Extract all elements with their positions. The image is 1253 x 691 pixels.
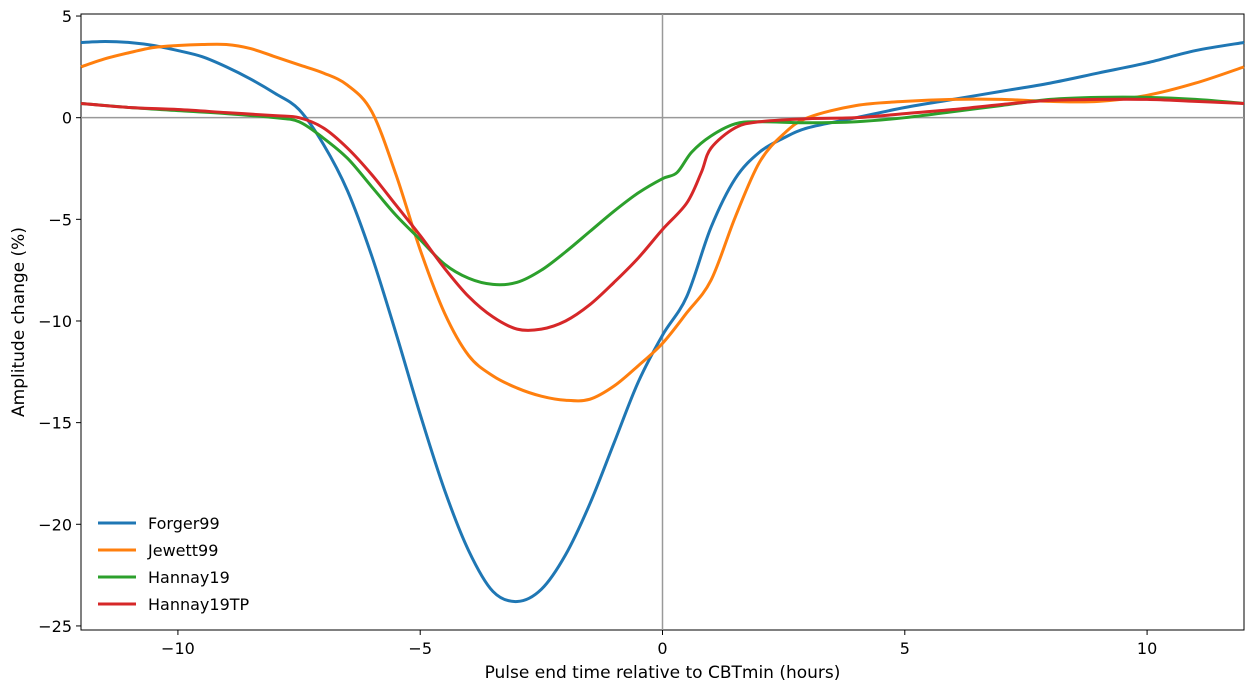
x-tick-label: 10 <box>1137 639 1157 658</box>
series-lines <box>80 39 1245 604</box>
legend: Forger99 Jewett99 Hannay19 Hannay19TP <box>98 514 250 614</box>
y-axis-ticks: 5 0 −5 −10 −15 −20 −25 <box>38 7 81 636</box>
y-tick-label: 0 <box>62 109 72 128</box>
x-tick-label: −5 <box>408 639 432 658</box>
y-axis-label: Amplitude change (%) <box>9 227 29 417</box>
legend-label-forger99: Forger99 <box>148 514 220 533</box>
y-tick-label: −5 <box>48 210 72 229</box>
x-tick-label: −10 <box>161 639 195 658</box>
x-tick-label: 5 <box>900 639 910 658</box>
reference-lines <box>81 14 1244 630</box>
y-tick-label: −25 <box>38 617 72 636</box>
series-line-jewett99 <box>80 42 1245 403</box>
series-line-hannay19 <box>80 95 1245 287</box>
legend-label-jewett99: Jewett99 <box>147 541 218 560</box>
x-axis-label: Pulse end time relative to CBTmin (hours… <box>485 663 841 683</box>
x-axis-ticks: −10 −5 0 5 10 <box>161 630 1157 658</box>
legend-label-hannay19: Hannay19 <box>148 568 230 587</box>
y-tick-label: −20 <box>38 515 72 534</box>
y-tick-label: −10 <box>38 312 72 331</box>
y-tick-label: 5 <box>62 7 72 26</box>
series-line-forger99 <box>80 39 1245 604</box>
series-line-hannay19tp <box>80 97 1245 332</box>
legend-label-hannay19tp: Hannay19TP <box>148 595 250 614</box>
x-tick-label: 0 <box>657 639 667 658</box>
y-tick-label: −15 <box>38 414 72 433</box>
